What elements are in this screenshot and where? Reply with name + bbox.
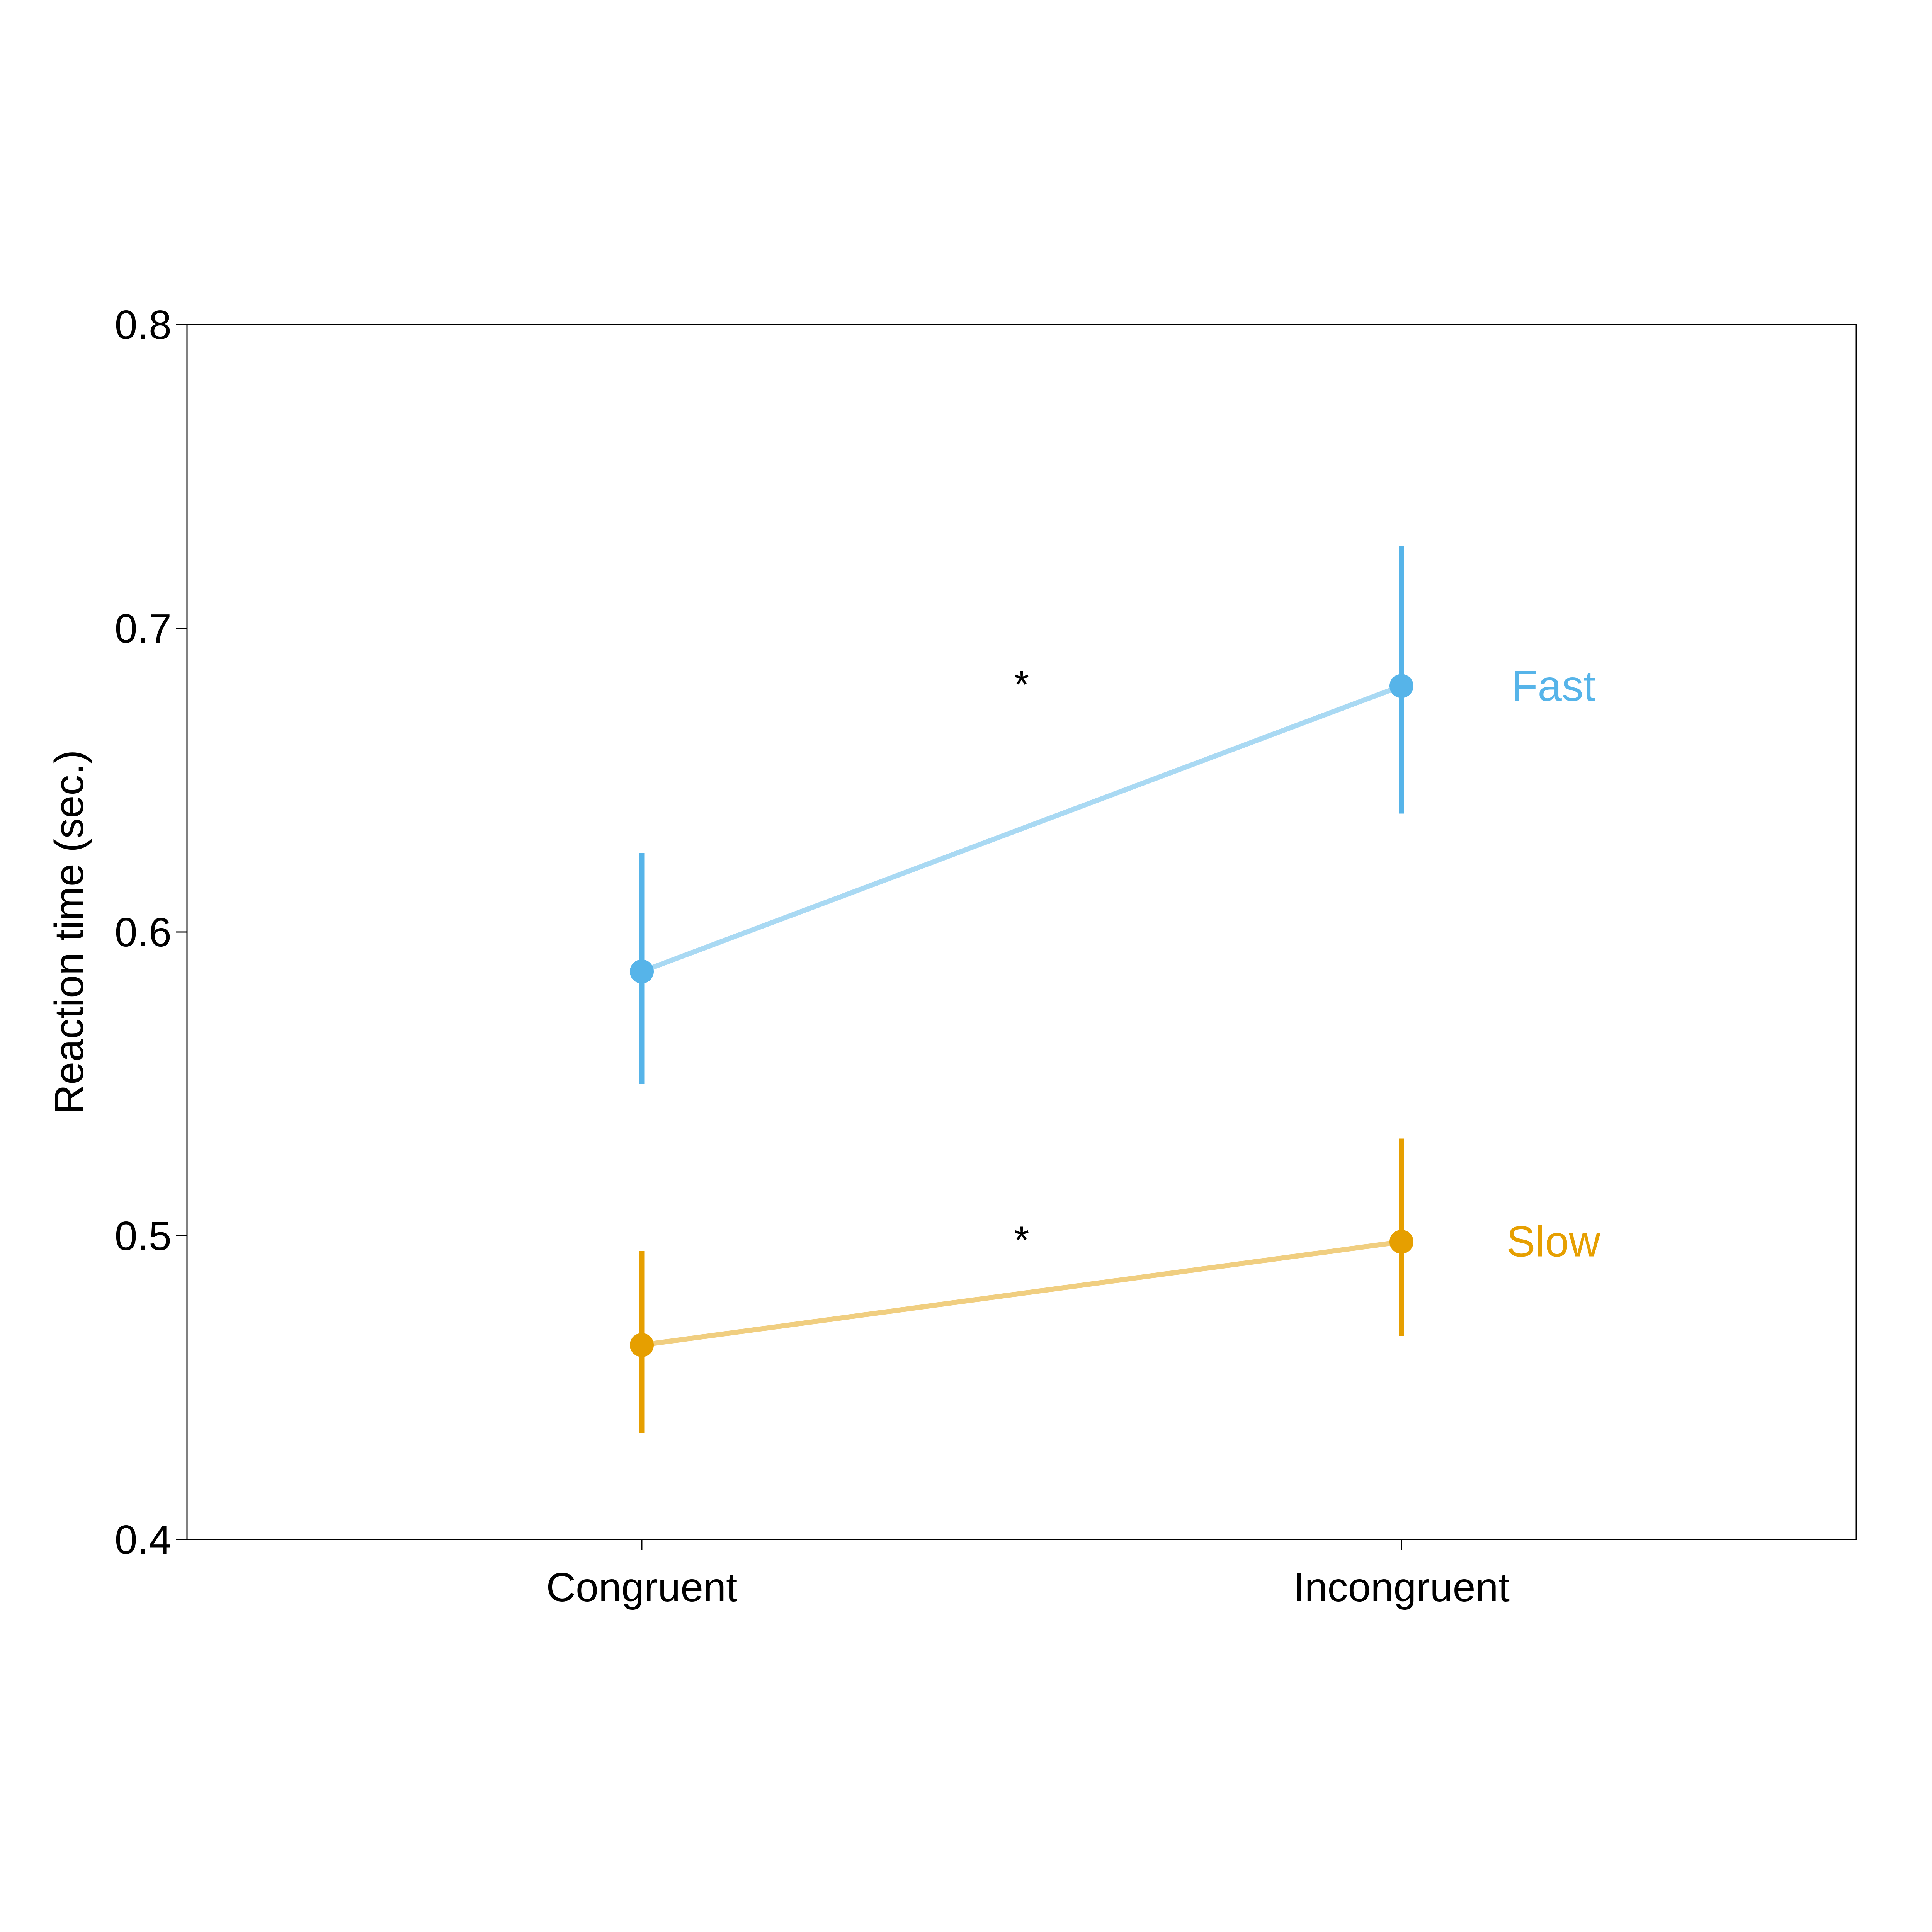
significance-marker: * [1014,1219,1029,1262]
y-tick-label: 0.8 [115,302,172,348]
y-tick-label: 0.5 [115,1213,172,1259]
series-slow: Slow [630,1138,1600,1433]
significance-marker: * [1014,663,1029,706]
series-line [641,684,1403,974]
y-tick-label: 0.6 [115,910,172,955]
series-line [641,1239,1402,1348]
data-point [1389,674,1413,698]
y-tick-label: 0.7 [115,606,172,651]
y-axis-ticks: 0.4 0.5 0.6 0.7 0.8 [115,302,187,1563]
annotation-layer: ** [1014,663,1029,1262]
data-point [630,1333,654,1357]
x-axis-ticks: Congruent Incongruent [546,1539,1510,1610]
y-tick-label: 0.4 [115,1517,172,1563]
series-layer: Fast Slow [630,546,1600,1433]
data-point [1389,1230,1413,1254]
series-fast: Fast [630,546,1595,1084]
data-point [630,959,654,984]
x-tick-label: Congruent [546,1565,737,1610]
x-tick-label: Incongruent [1293,1565,1510,1610]
series-label-fast: Fast [1511,662,1595,710]
series-label-slow: Slow [1507,1218,1601,1266]
y-axis-title: Reaction time (sec.) [46,750,92,1114]
